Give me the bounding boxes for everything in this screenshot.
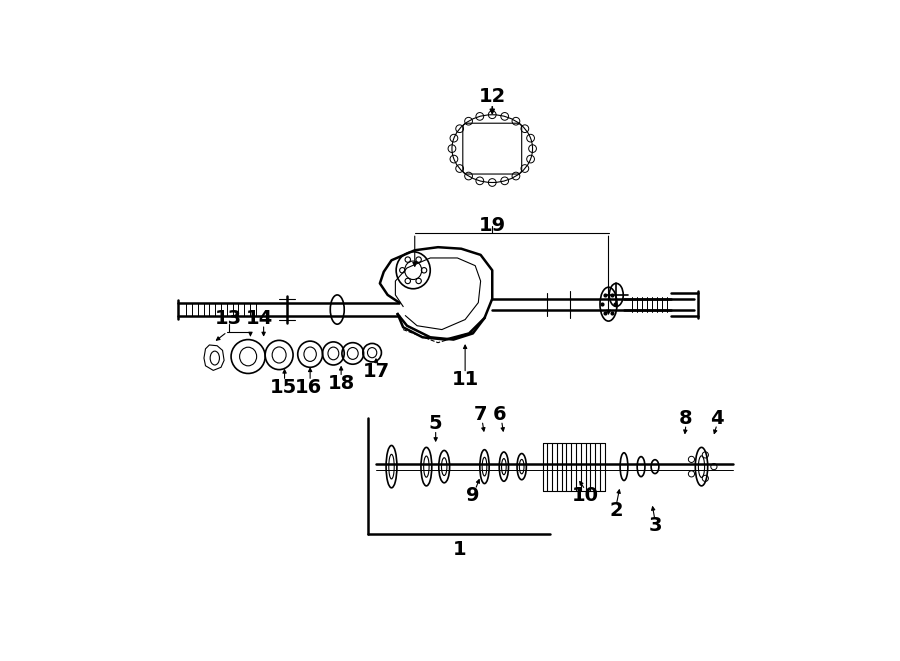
Text: 19: 19	[479, 216, 506, 235]
Text: 6: 6	[493, 405, 507, 424]
Text: 8: 8	[680, 408, 693, 428]
Text: 5: 5	[429, 414, 443, 433]
Text: 2: 2	[609, 501, 623, 520]
Text: 9: 9	[466, 486, 480, 504]
Text: 3: 3	[648, 516, 662, 535]
Text: 13: 13	[215, 309, 242, 327]
Text: 14: 14	[246, 309, 274, 327]
Text: 17: 17	[363, 362, 390, 381]
Text: 16: 16	[295, 378, 322, 397]
Text: 11: 11	[452, 370, 479, 389]
Text: 12: 12	[479, 87, 506, 106]
Text: 4: 4	[710, 408, 724, 428]
Text: 7: 7	[474, 405, 488, 424]
Text: 1: 1	[453, 539, 466, 559]
Text: 10: 10	[572, 486, 598, 504]
Text: 18: 18	[328, 374, 355, 393]
Text: 15: 15	[269, 378, 297, 397]
